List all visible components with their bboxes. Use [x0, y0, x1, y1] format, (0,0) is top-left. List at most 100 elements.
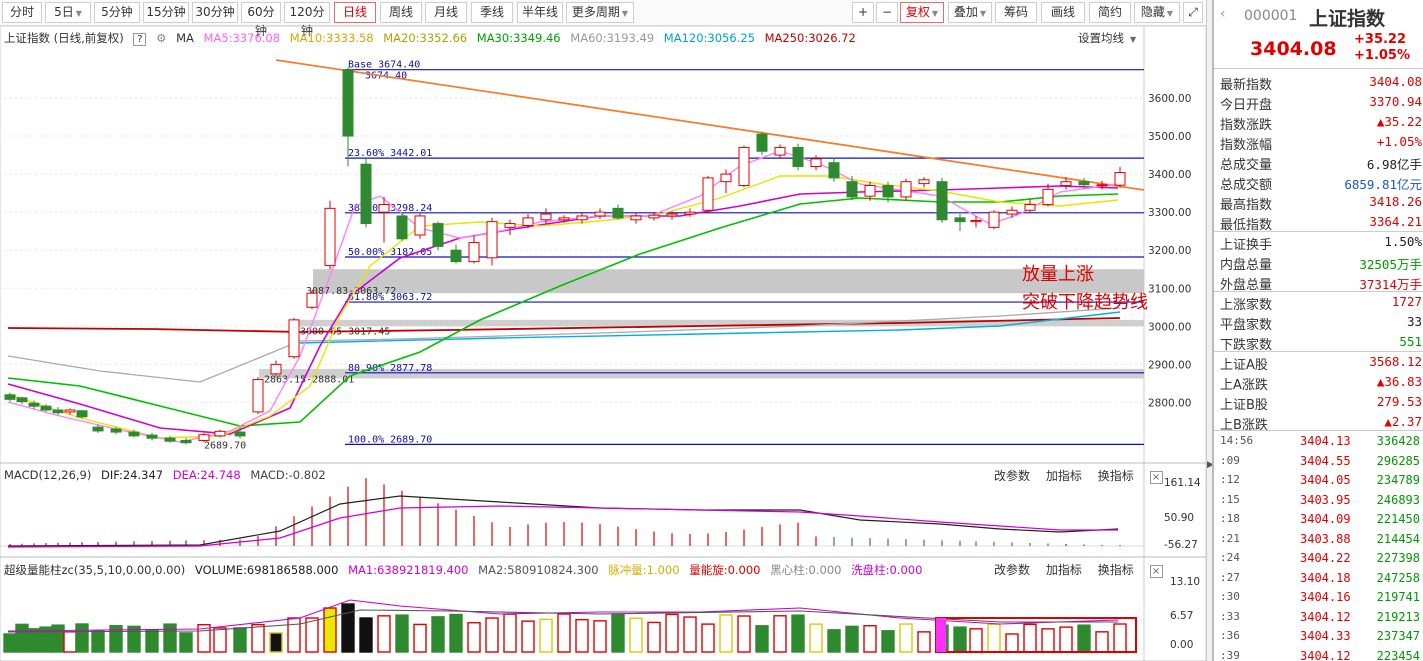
- tick-price: 3404.22: [1300, 551, 1351, 565]
- help-icon[interactable]: ?: [133, 33, 147, 46]
- volume-bar: [969, 628, 983, 653]
- support-zone: [259, 368, 1144, 379]
- period-tab-5min[interactable]: 5分钟: [94, 2, 140, 23]
- period-tab-weekly[interactable]: 周线: [380, 2, 422, 23]
- candle-body: [360, 163, 372, 225]
- price-tick-label: 3200.00: [1148, 245, 1191, 257]
- tick-time: 14:56: [1220, 434, 1254, 447]
- volume-bar: [899, 623, 913, 653]
- candle-body: [214, 430, 226, 437]
- tick-time: :39: [1220, 648, 1240, 661]
- panel-divider[interactable]: ▶: [1206, 0, 1214, 661]
- volume-bar: [3, 633, 17, 653]
- volume-bar: [503, 613, 517, 653]
- hide-button[interactable]: 隐藏 ▼: [1134, 2, 1180, 23]
- candle-body: [76, 410, 88, 418]
- annotation-volume-rise: 放量上涨: [1022, 264, 1094, 285]
- candle-body: [450, 249, 462, 263]
- zoom-out-button[interactable]: −: [876, 2, 898, 23]
- tick-row: :09 3404.55 296285: [1218, 453, 1423, 472]
- vol-add-indicator-button[interactable]: 加指标: [1045, 563, 1082, 577]
- kline-chart[interactable]: 3600.00 3500.00 3400.00 3300.00 3200.00 3100.…: [0, 26, 1206, 661]
- period-tab-halfyear[interactable]: 半年线: [517, 2, 563, 23]
- fullscreen-icon[interactable]: ⤢: [1183, 2, 1203, 23]
- tick-price: 3404.33: [1300, 629, 1351, 643]
- macd-params-button[interactable]: 改参数: [994, 469, 1031, 483]
- fibonacci-label: 61.80% 3063.72: [348, 292, 432, 303]
- tick-price: 3403.95: [1300, 492, 1351, 507]
- quote-row-value: 3370.94: [1369, 94, 1422, 109]
- divider: [1214, 231, 1423, 232]
- volume-bar: [647, 621, 661, 653]
- back-arrow-icon[interactable]: ‹: [1220, 6, 1226, 22]
- quote-row-label: 总成交额: [1220, 178, 1273, 193]
- candle-body: [342, 69, 354, 137]
- collapse-arrow-icon[interactable]: ▶: [1207, 460, 1214, 470]
- ma5-value: MA5:3376.08: [203, 31, 281, 45]
- volume-bar: [863, 625, 877, 653]
- quote-row: 上B涨跌 ▲2.37: [1218, 412, 1423, 433]
- candle-body: [128, 431, 140, 437]
- tick-row: :39 3404.12 223454: [1218, 648, 1423, 661]
- tick-time: :12: [1220, 473, 1240, 486]
- volume-bar: [557, 613, 571, 653]
- draw-button[interactable]: 画线: [1041, 2, 1085, 23]
- volume-bar: [1005, 633, 1019, 653]
- ma20-line: [7, 185, 1119, 435]
- overlay-button[interactable]: 叠加 ▼: [948, 2, 992, 23]
- vol-params-button[interactable]: 改参数: [994, 563, 1031, 577]
- ma-settings-button[interactable]: 设置均线 ▼: [1078, 30, 1142, 46]
- tick-row: :27 3404.18 247258: [1218, 570, 1423, 589]
- vol-tick-label: 13.10: [1170, 576, 1200, 588]
- adjust-button-label: 复权: [905, 5, 930, 19]
- candle-body: [198, 434, 210, 441]
- quote-row-value: 3404.08: [1369, 74, 1422, 89]
- simple-button[interactable]: 简约: [1089, 2, 1131, 23]
- volume-bar: [467, 622, 481, 653]
- support-zone: [295, 319, 1144, 327]
- chips-button[interactable]: 筹码: [995, 2, 1037, 23]
- vol-switch-indicator-button[interactable]: 换指标: [1097, 563, 1134, 577]
- period-tab-15min[interactable]: 15分钟: [143, 2, 189, 23]
- period-tab-timeshare[interactable]: 分时: [2, 2, 42, 23]
- downtrend-line: [275, 59, 1145, 191]
- volume-bar: [1059, 626, 1073, 653]
- vol-tick-label: 0.00: [1170, 639, 1193, 651]
- close-icon[interactable]: ×: [1149, 471, 1163, 484]
- macd-add-indicator-button[interactable]: 加指标: [1045, 469, 1082, 483]
- volume-bar: [109, 625, 123, 653]
- index-pct: +1.05%: [1354, 48, 1410, 63]
- tick-price: 3404.12: [1300, 648, 1351, 661]
- volume-bar: [127, 625, 141, 653]
- period-tab-quarterly[interactable]: 季线: [471, 2, 513, 23]
- tick-price: 3404.16: [1300, 590, 1351, 604]
- adjust-button[interactable]: 复权 ▼: [900, 2, 944, 23]
- tick-volume: 237347: [1376, 629, 1420, 643]
- ma5-line: [7, 150, 1119, 443]
- period-tab-daily[interactable]: 日线: [334, 2, 376, 23]
- volume-bar: [15, 623, 29, 653]
- zoom-in-button[interactable]: +: [852, 2, 874, 23]
- period-tab-120min[interactable]: 120分钟: [284, 2, 330, 38]
- candle-body: [864, 185, 876, 197]
- macd-title: MACD(12,26,9): [4, 468, 92, 482]
- volume-bar: [987, 623, 1001, 653]
- period-tab-60min[interactable]: 60分钟: [241, 2, 281, 38]
- period-tab-30min[interactable]: 30分钟: [192, 2, 238, 23]
- period-tab-5day[interactable]: 5日 ▼: [45, 2, 91, 23]
- macd-switch-indicator-button[interactable]: 换指标: [1097, 469, 1134, 483]
- quote-row: 上A涨跌 ▲36.83: [1218, 372, 1423, 393]
- close-icon[interactable]: ×: [1149, 565, 1163, 578]
- period-tab-more[interactable]: 更多周期 ▼: [566, 2, 634, 23]
- gear-icon[interactable]: ⚙: [156, 31, 167, 45]
- tick-row: :15 3403.95 246893: [1218, 492, 1423, 511]
- period-tab-monthly[interactable]: 月线: [425, 2, 467, 23]
- volume-bar: [51, 624, 65, 653]
- chart-canvas[interactable]: 3600.00 3500.00 3400.00 3300.00 3200.00 3100.…: [0, 26, 1206, 661]
- quote-row-label: 内盘总量: [1220, 258, 1273, 273]
- quote-row-value: 551: [1399, 334, 1422, 349]
- ma10-value: MA10:3333.58: [289, 31, 374, 45]
- quote-row-label: 今日开盘: [1220, 98, 1273, 113]
- candle-body: [16, 397, 28, 403]
- volume-bar: [305, 617, 319, 653]
